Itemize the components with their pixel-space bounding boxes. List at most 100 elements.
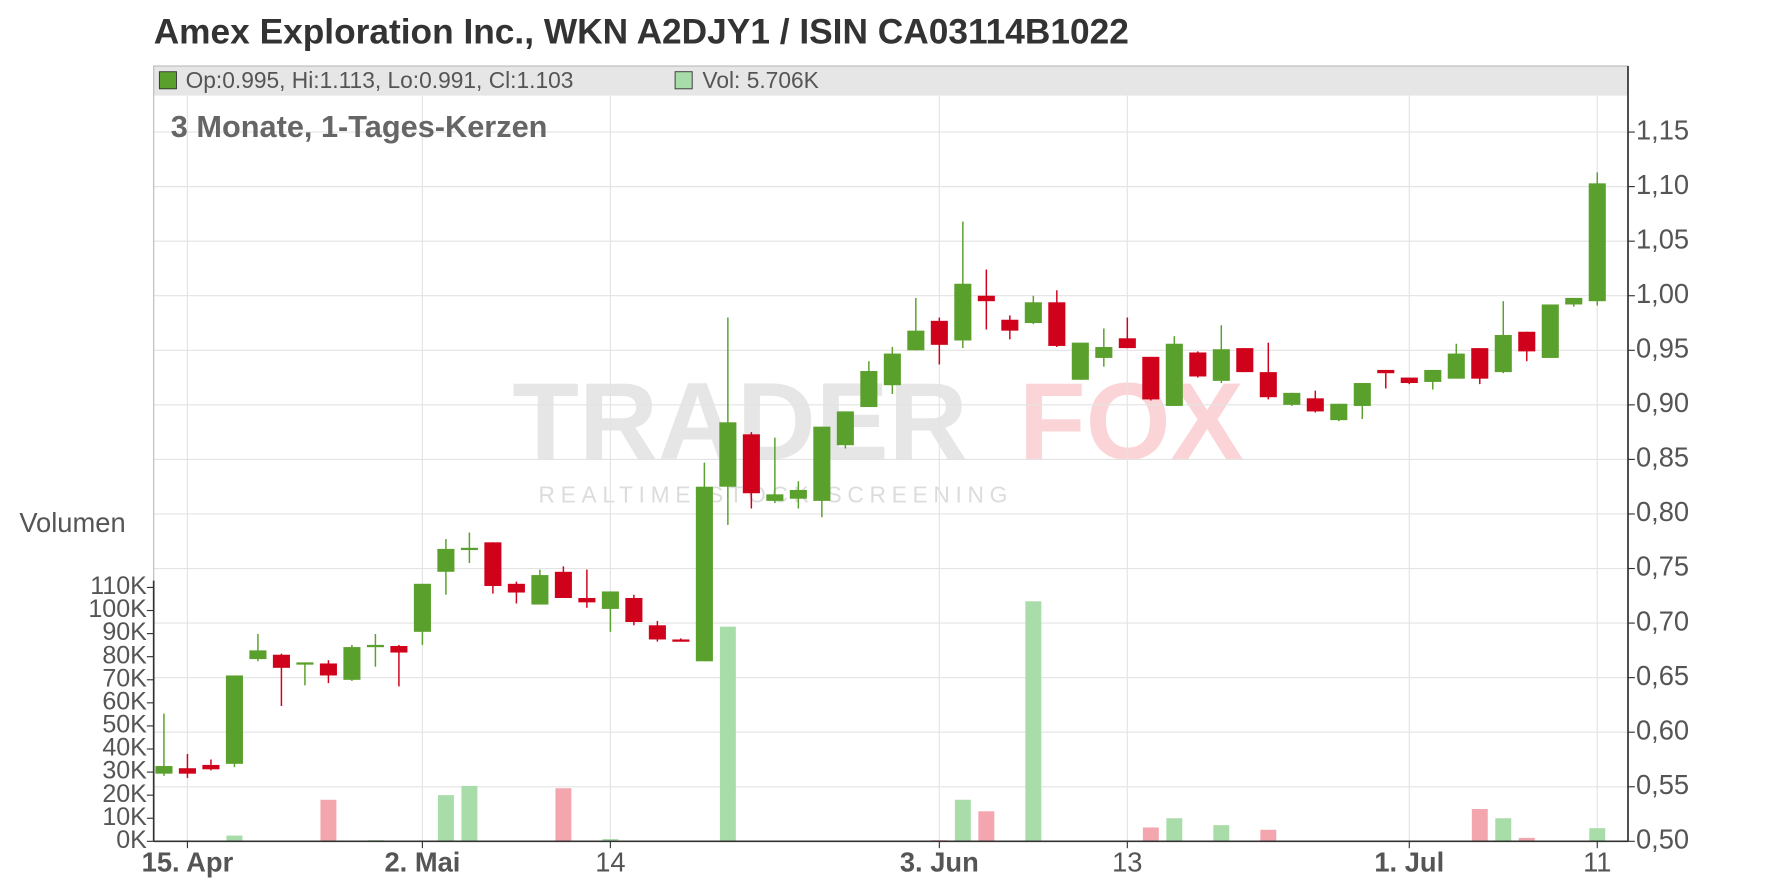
candle-body (1377, 369, 1395, 374)
candle-body (531, 575, 549, 605)
y-tick-label: 0,70 (1636, 605, 1689, 636)
watermark-brand: FOX (1019, 361, 1244, 483)
x-tick-label: 15. Apr (142, 846, 234, 877)
x-tick-label: 11 (1583, 846, 1611, 877)
candle-body (789, 489, 807, 499)
candle-body (1400, 377, 1418, 384)
y2-tick-label: 110K (90, 572, 147, 600)
candle-body (554, 571, 572, 598)
candle-body (1048, 302, 1066, 346)
candle-body (1518, 331, 1536, 352)
candle-body (296, 662, 314, 665)
candle-body (460, 547, 478, 551)
candle-body (813, 426, 831, 501)
candles (155, 172, 1606, 779)
candle-body (1142, 356, 1160, 400)
candle-body (977, 295, 995, 302)
volume-bar (1260, 829, 1277, 842)
y-tick-label: 0,55 (1636, 769, 1689, 800)
candle-body (1165, 343, 1183, 406)
y-tick-label: 1,05 (1636, 223, 1689, 254)
y2-tick-label: 20K (102, 780, 147, 808)
volume-bar (954, 799, 971, 842)
volume-bar (1142, 827, 1159, 842)
legend-bar (153, 66, 1629, 96)
legend-price: Op:0.995, Hi:1.113, Lo:0.991, Cl:1.103 (186, 67, 574, 93)
y-tick-label: 0,60 (1636, 714, 1689, 745)
y2-tick-label: 100K (88, 595, 147, 623)
candle-body (954, 283, 972, 341)
candle-body (1118, 338, 1136, 349)
candle-body (366, 644, 384, 648)
y-tick-label: 0,90 (1636, 387, 1689, 418)
candle-body (695, 486, 713, 662)
chart-subtitle: 3 Monate, 1-Tages-Kerzen (171, 109, 548, 144)
candle-body (907, 330, 925, 351)
candle-body (1306, 398, 1324, 412)
y2-tick-label: 10K (102, 803, 147, 831)
y2-tick-label: 60K (102, 687, 147, 715)
legend-volume: Vol: 5.706K (702, 67, 818, 93)
candle-body (625, 597, 643, 622)
volume-bar (1518, 837, 1535, 842)
volume-bar (555, 788, 572, 842)
candle-body (1424, 369, 1442, 382)
y-tick-label: 1,00 (1636, 278, 1689, 309)
y2-tick-label: 40K (102, 734, 147, 762)
candle-body (930, 320, 948, 345)
volume-bar (1589, 828, 1606, 842)
candle-body (1024, 302, 1042, 324)
candle-body (155, 766, 173, 774)
candle-body (766, 494, 784, 501)
candle-body (272, 654, 290, 668)
candle-body (390, 646, 408, 653)
volume-bar (1213, 825, 1230, 842)
candle-body (860, 371, 878, 408)
x-tick-label: 14 (595, 846, 625, 877)
candle-body (202, 764, 220, 770)
candle-body (742, 434, 760, 494)
candle-body (1001, 319, 1019, 331)
candle-body (319, 663, 337, 676)
y-tick-label: 0,80 (1636, 496, 1689, 527)
candle-body (719, 422, 737, 487)
volume-axis-label: Volumen (19, 507, 125, 538)
candle-body (648, 625, 666, 640)
y2-tick-label: 0K (116, 826, 147, 854)
volume-bar (978, 811, 995, 842)
volume-bar (1471, 809, 1488, 842)
candle-body (1494, 335, 1512, 373)
volume-bar (226, 835, 243, 842)
candle-body (1095, 347, 1113, 358)
x-tick-label: 13 (1112, 846, 1142, 877)
candle-body (1236, 348, 1254, 373)
volume-bar (437, 795, 454, 842)
y-tick-label: 0,95 (1636, 333, 1689, 364)
legend-swatch (674, 71, 693, 90)
chart-title: Amex Exploration Inc., WKN A2DJY1 / ISIN… (154, 12, 1129, 51)
y-tick-label: 1,10 (1636, 169, 1689, 200)
y-tick-label: 0,50 (1636, 824, 1689, 855)
candle-body (578, 597, 596, 603)
y2-tick-label: 80K (102, 641, 147, 669)
y-tick-label: 0,85 (1636, 442, 1689, 473)
volume-bar (1025, 601, 1042, 842)
candle-body (1212, 349, 1230, 381)
candle-body (672, 639, 690, 642)
volume-bars (226, 601, 1606, 842)
candle-body (437, 548, 455, 572)
candle-body (1330, 403, 1348, 421)
candle-body (1283, 392, 1301, 405)
candle-body (1541, 304, 1559, 358)
y2-tick-label: 70K (102, 664, 147, 692)
x-tick-label: 3. Jun (900, 846, 979, 877)
y-tick-label: 0,75 (1636, 551, 1689, 582)
x-tick-label: 1. Jul (1374, 846, 1444, 877)
candle-body (1071, 342, 1089, 380)
candle-body (413, 583, 431, 632)
volume-bar (461, 785, 478, 842)
candle-body (249, 650, 267, 660)
volume-bar (602, 839, 619, 842)
y-tick-label: 0,65 (1636, 660, 1689, 691)
